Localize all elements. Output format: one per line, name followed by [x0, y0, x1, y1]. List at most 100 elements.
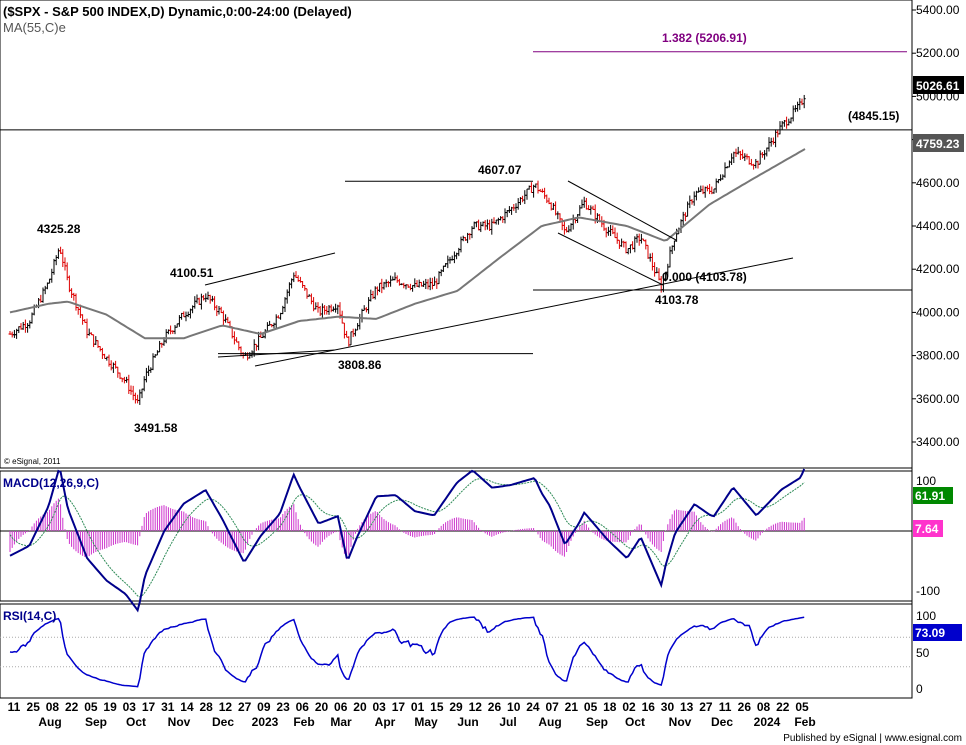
time-month-label: Oct [625, 715, 645, 729]
price-tick-label: 3800.00 [916, 349, 960, 363]
time-month-label: Dec [212, 715, 234, 729]
macd-value: 61.91 [915, 489, 945, 503]
time-day-label: 19 [103, 700, 117, 714]
price-tick-label: 3600.00 [916, 392, 960, 406]
hline-level-label: (4845.15) [848, 109, 899, 123]
price-tick-label: 4000.00 [916, 305, 960, 319]
macd-value-box [913, 487, 953, 504]
pivot-label: 4100.51 [170, 266, 214, 280]
time-day-label: 22 [65, 700, 79, 714]
time-month-label: Sep [586, 715, 608, 729]
last-price-box [913, 76, 964, 94]
time-month-label: 2024 [754, 715, 781, 729]
time-day-label: 21 [565, 700, 579, 714]
time-month-label: Feb [293, 715, 314, 729]
ma-value: 4759.23 [916, 137, 960, 151]
rsi-value-box [913, 624, 962, 641]
time-day-label: 05 [795, 700, 809, 714]
price-tick-label: 3400.00 [916, 435, 960, 449]
time-day-label: 29 [449, 700, 463, 714]
price-bar [802, 94, 806, 109]
time-month-label: 2023 [252, 715, 279, 729]
time-day-label: 03 [123, 700, 137, 714]
time-day-label: 28 [200, 700, 214, 714]
time-day-label: 05 [84, 700, 98, 714]
rsi-value: 73.09 [915, 626, 945, 640]
rsi-tick: 100 [916, 609, 936, 623]
pivot-label: 4607.07 [478, 163, 522, 177]
price-axis: 5400.005200.005000.004800.004600.004400.… [912, 3, 960, 449]
rsi-tick: 50 [916, 646, 930, 660]
time-month-label: May [414, 715, 438, 729]
time-month-label: Nov [168, 715, 191, 729]
channel-line [567, 180, 677, 241]
time-day-label: 25 [27, 700, 41, 714]
time-month-label: Oct [126, 715, 146, 729]
macd-hist-box [913, 520, 943, 537]
time-day-label: 15 [430, 700, 444, 714]
ma-line [9, 148, 806, 340]
time-day-label: 27 [238, 700, 252, 714]
time-day-label: 14 [180, 700, 194, 714]
time-month-label: Dec [711, 715, 733, 729]
time-month-label: Nov [669, 715, 692, 729]
macd-line [9, 468, 806, 613]
price-tick-label: 5200.00 [916, 46, 960, 60]
time-day-label: 01 [411, 700, 425, 714]
time-day-label: 06 [296, 700, 310, 714]
time-month-label: Aug [38, 715, 61, 729]
time-day-label: 09 [257, 700, 271, 714]
time-day-label: 12 [219, 700, 233, 714]
time-day-label: 26 [488, 700, 502, 714]
price-layer [0, 51, 912, 405]
time-day-label: 24 [526, 700, 540, 714]
rsi-line [9, 616, 805, 688]
macd-layer [0, 468, 912, 613]
time-month-label: Jun [457, 715, 478, 729]
time-day-label: 22 [776, 700, 790, 714]
time-month-label: Jul [499, 715, 516, 729]
ma-value-box [913, 134, 964, 152]
trend-line [254, 257, 794, 367]
macd-panel [0, 470, 913, 602]
pivot-label: 4325.28 [37, 222, 81, 236]
time-day-label: 11 [8, 700, 21, 714]
time-day-label: 31 [161, 700, 175, 714]
time-day-label: 05 [584, 700, 598, 714]
macd-label: MACD(12,26,9,C) [3, 476, 99, 490]
time-day-label: 06 [334, 700, 348, 714]
time-day-label: 17 [392, 700, 406, 714]
macd-hist-value: 7.64 [915, 522, 939, 536]
copyright: © eSignal, 2011 [4, 457, 61, 466]
macd-signal-line [9, 478, 805, 598]
time-day-label: 07 [545, 700, 559, 714]
last-price-value: 5026.61 [916, 79, 960, 93]
time-day-label: 16 [642, 700, 656, 714]
footer: Published by eSignal | www.esignal.com [783, 733, 962, 744]
price-tick-label: 4200.00 [916, 262, 960, 276]
time-day-label: 08 [757, 700, 771, 714]
ma-label: MA(55,C)e [3, 20, 66, 35]
time-day-label: 27 [699, 700, 713, 714]
time-day-label: 18 [603, 700, 617, 714]
channel-line [217, 349, 336, 358]
time-day-label: 26 [738, 700, 752, 714]
time-day-label: 08 [46, 700, 60, 714]
channel-line [204, 252, 336, 286]
macd-tick: 100 [916, 474, 936, 488]
rsi-label: RSI(14,C) [3, 609, 56, 623]
time-day-label: 03 [372, 700, 386, 714]
price-panel [0, 0, 913, 469]
pivot-label: 4103.78 [655, 293, 699, 307]
channel-line [557, 232, 664, 286]
time-day-label: 13 [680, 700, 694, 714]
time-day-label: 23 [276, 700, 290, 714]
time-day-label: 11 [719, 700, 732, 714]
time-month-label: Mar [330, 715, 352, 729]
time-day-label: 20 [315, 700, 329, 714]
fib-zero-label: 0.000 (4103.78) [662, 270, 747, 284]
pivot-label: 3808.86 [338, 358, 382, 372]
time-month-label: Sep [85, 715, 107, 729]
time-axis: 11 25 08 22 05 19 03 17 31 14 28 12 27 09 23 06 20 06 20 03… [8, 700, 816, 729]
fib-level-label: 1.382 (5206.91) [662, 31, 747, 45]
